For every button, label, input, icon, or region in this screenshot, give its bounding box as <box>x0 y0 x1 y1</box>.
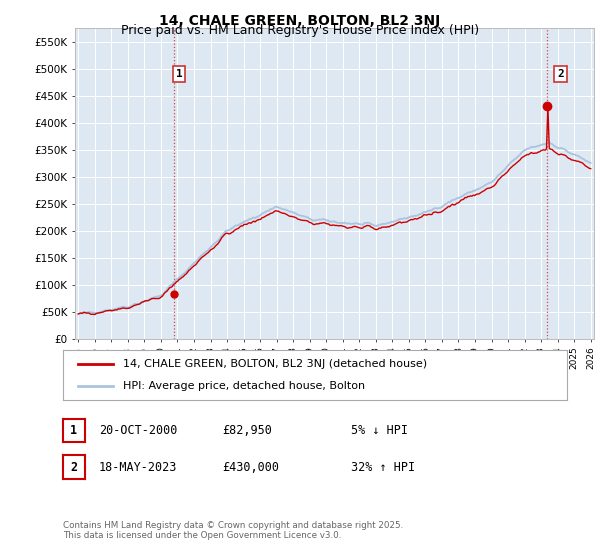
Text: 5% ↓ HPI: 5% ↓ HPI <box>351 424 408 437</box>
Text: 32% ↑ HPI: 32% ↑ HPI <box>351 460 415 474</box>
Text: 2: 2 <box>557 69 564 79</box>
Text: £430,000: £430,000 <box>222 460 279 474</box>
Text: £82,950: £82,950 <box>222 424 272 437</box>
Text: Price paid vs. HM Land Registry's House Price Index (HPI): Price paid vs. HM Land Registry's House … <box>121 24 479 37</box>
Text: 14, CHALE GREEN, BOLTON, BL2 3NJ (detached house): 14, CHALE GREEN, BOLTON, BL2 3NJ (detach… <box>124 359 428 369</box>
Text: HPI: Average price, detached house, Bolton: HPI: Average price, detached house, Bolt… <box>124 381 365 391</box>
Text: 1: 1 <box>176 69 182 79</box>
Text: Contains HM Land Registry data © Crown copyright and database right 2025.
This d: Contains HM Land Registry data © Crown c… <box>63 521 403 540</box>
Text: 14, CHALE GREEN, BOLTON, BL2 3NJ: 14, CHALE GREEN, BOLTON, BL2 3NJ <box>160 14 440 28</box>
Text: 2: 2 <box>70 460 77 474</box>
Text: 18-MAY-2023: 18-MAY-2023 <box>99 460 178 474</box>
Text: 1: 1 <box>70 424 77 437</box>
Text: 20-OCT-2000: 20-OCT-2000 <box>99 424 178 437</box>
